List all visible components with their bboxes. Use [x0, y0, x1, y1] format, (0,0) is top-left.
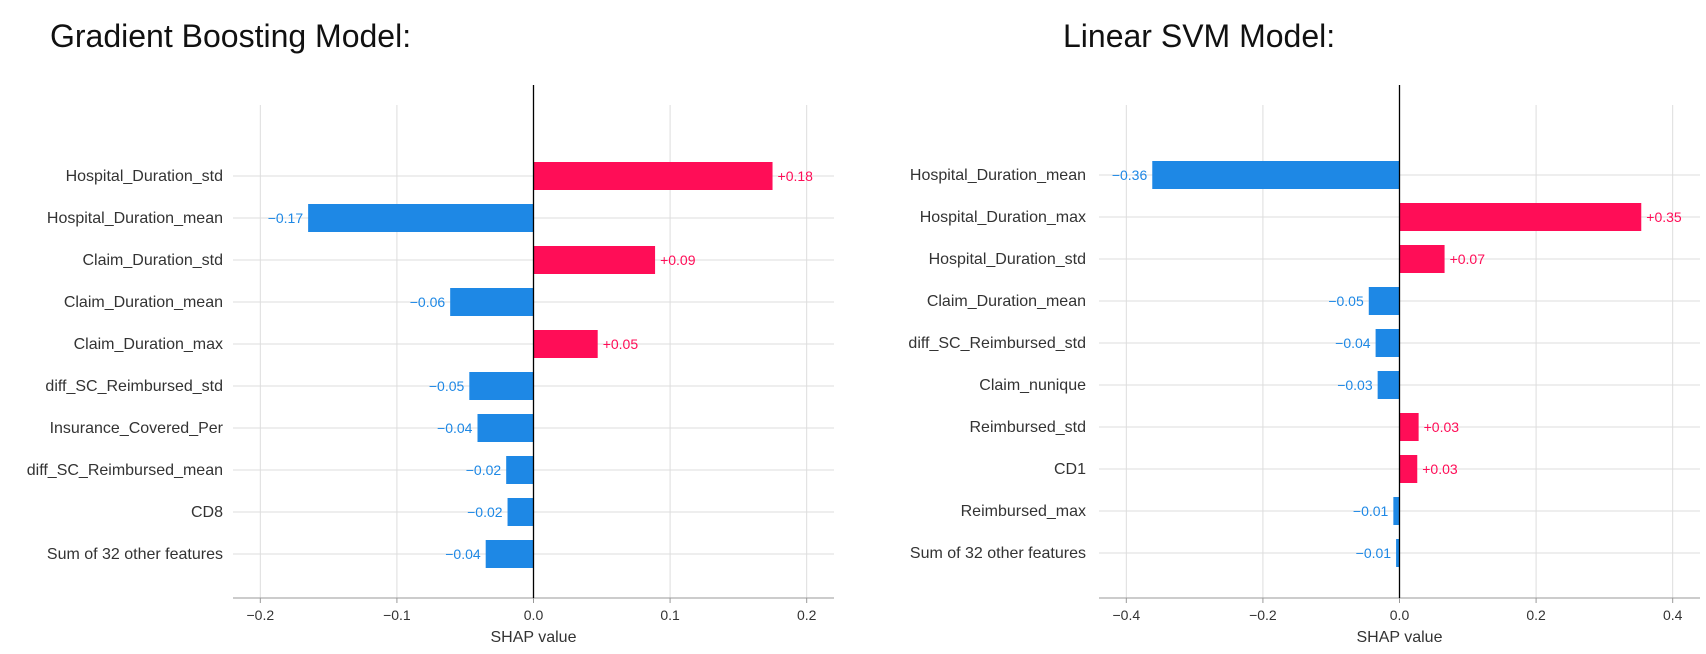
value-label: −0.02 [466, 462, 502, 478]
shap-bar [507, 498, 534, 526]
x-tick-label: −0.2 [246, 607, 274, 623]
feature-label: Claim_Duration_mean [64, 294, 223, 311]
value-label: −0.06 [410, 294, 446, 310]
feature-label: Sum of 32 other features [47, 546, 223, 563]
shap-bar [533, 330, 598, 358]
feature-label: Claim_Duration_mean [927, 293, 1086, 310]
value-label: −0.04 [1335, 335, 1371, 351]
x-axis-label: SHAP value [491, 629, 577, 646]
x-tick-label: −0.1 [383, 607, 411, 623]
shap-bar [1399, 413, 1419, 441]
feature-label: Claim_Duration_std [82, 252, 223, 269]
chart-panel-1: −0.2 −0.1 0.0 0.1 0.2 SHAP value Hospital_Dura… [27, 85, 834, 646]
value-label: −0.05 [1328, 293, 1364, 309]
x-axis-label: SHAP value [1357, 629, 1443, 646]
value-label: +0.03 [1422, 461, 1458, 477]
feature-label: diff_SC_Reimbursed_std [45, 378, 223, 395]
feature-label: Reimbursed_std [970, 419, 1087, 436]
value-label: −0.36 [1112, 167, 1148, 183]
value-label: +0.18 [778, 168, 814, 184]
x-tick-label: −0.4 [1112, 607, 1140, 623]
feature-label: Hospital_Duration_std [66, 168, 223, 185]
shap-bar [1377, 371, 1400, 399]
shap-bar [506, 456, 534, 484]
shap-bar [1396, 539, 1400, 567]
value-label: +0.07 [1450, 251, 1486, 267]
shap-bar [469, 372, 534, 400]
feature-label: Hospital_Duration_std [929, 251, 1086, 268]
value-label: +0.35 [1646, 209, 1682, 225]
shap-bar [1152, 161, 1400, 189]
shap-bar [533, 162, 773, 190]
x-tick-label: −0.2 [1249, 607, 1277, 623]
feature-label: Claim_nunique [979, 377, 1086, 394]
feature-label: Hospital_Duration_mean [910, 167, 1086, 184]
x-tick-label: 0.2 [797, 607, 817, 623]
feature-label: Sum of 32 other features [910, 545, 1086, 562]
feature-label: CD8 [191, 504, 223, 521]
feature-label: Insurance_Covered_Per [50, 420, 224, 437]
shap-bar [485, 540, 534, 568]
feature-label: Hospital_Duration_mean [47, 210, 223, 227]
shap-bar [1399, 455, 1418, 483]
x-tick-label: 0.4 [1663, 607, 1683, 623]
value-label: −0.01 [1356, 545, 1392, 561]
value-label: +0.05 [603, 336, 639, 352]
shap-bar [1393, 497, 1400, 525]
chart-panel-2: −0.4 −0.2 0.0 0.2 0.4 SHAP value Hospital_Dura… [908, 85, 1700, 646]
value-label: +0.03 [1424, 419, 1460, 435]
feature-label: CD1 [1054, 461, 1086, 478]
value-label: −0.01 [1353, 503, 1389, 519]
feature-label: diff_SC_Reimbursed_mean [27, 462, 223, 479]
value-label: −0.04 [445, 546, 481, 562]
value-label: −0.17 [268, 210, 304, 226]
x-tick-label: 0.0 [1390, 607, 1410, 623]
x-tick-label: 0.0 [524, 607, 544, 623]
shap-bar [1399, 203, 1642, 231]
shap-bar [1399, 245, 1445, 273]
value-label: −0.05 [429, 378, 465, 394]
chart-title-linear-svm: Linear SVM Model: [1063, 18, 1336, 54]
value-label: −0.03 [1337, 377, 1373, 393]
shap-bar [477, 414, 534, 442]
x-tick-label: 0.2 [1526, 607, 1546, 623]
shap-bar [450, 288, 534, 316]
shap-bar [533, 246, 656, 274]
feature-label: Claim_Duration_max [74, 336, 223, 353]
feature-label: Reimbursed_max [961, 503, 1086, 520]
x-tick-label: 0.1 [660, 607, 680, 623]
feature-label: diff_SC_Reimbursed_std [908, 335, 1086, 352]
value-label: −0.02 [467, 504, 503, 520]
value-label: +0.09 [660, 252, 696, 268]
feature-label: Hospital_Duration_max [920, 209, 1086, 226]
value-label: −0.04 [437, 420, 473, 436]
chart-title-gradient-boosting: Gradient Boosting Model: [50, 18, 412, 54]
shap-bar [1368, 287, 1400, 315]
shap-bar [1375, 329, 1400, 357]
shap-bar [308, 204, 534, 232]
